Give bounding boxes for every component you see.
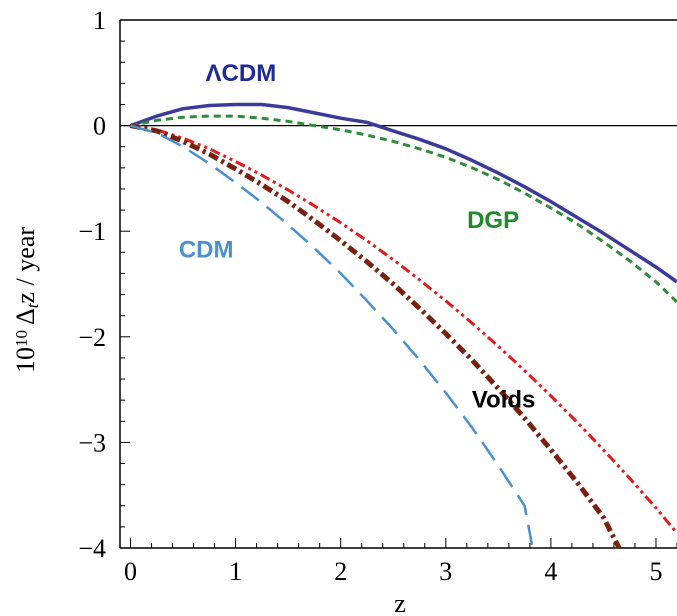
y-tick-label: −3	[78, 428, 106, 457]
y-axis-title-part: t	[23, 302, 42, 308]
y-tick-label: 0	[93, 112, 106, 141]
axis-ticks	[120, 19, 677, 549]
y-tick-label: 1	[93, 6, 106, 35]
y-tick-label: −1	[78, 217, 106, 246]
y-axis-title-part: 10	[11, 347, 40, 373]
series-line-0	[129, 102, 677, 284]
x-tick-label: 1	[229, 557, 242, 586]
x-axis-title: z	[394, 589, 406, 616]
series-line-4	[130, 124, 534, 546]
series-annotation-2: CDM	[179, 237, 234, 264]
x-tick-label: 3	[439, 557, 452, 586]
x-tick-label: 5	[649, 557, 662, 586]
annotation-layer: ΛCDM DGP CDM Voids	[179, 60, 536, 413]
series-annotation-1: DGP	[467, 207, 519, 234]
series-line-2	[130, 124, 677, 535]
x-tick-label: 0	[124, 557, 137, 586]
series-line-3	[130, 123, 622, 550]
tick-labels: 1 0 −1 −2 −3 −4 0 1 2 3 4 5	[78, 6, 662, 586]
x-tick-label: 2	[334, 557, 347, 586]
y-axis-title-part: z / year	[11, 227, 40, 304]
y-axis-title: 1010 Δtz / year	[11, 227, 42, 373]
series-line-1	[130, 114, 677, 304]
x-tick-label: 4	[544, 557, 557, 586]
y-axis-title-part: 10	[12, 330, 31, 347]
plot-frame	[119, 19, 677, 549]
series-layer	[129, 102, 677, 550]
y-tick-label: −2	[78, 323, 106, 352]
y-axis-title-part: Δ	[11, 308, 40, 330]
series-annotation-3: Voids	[472, 387, 536, 414]
series-annotation-0: ΛCDM	[206, 60, 277, 87]
y-tick-label: −4	[78, 534, 106, 563]
